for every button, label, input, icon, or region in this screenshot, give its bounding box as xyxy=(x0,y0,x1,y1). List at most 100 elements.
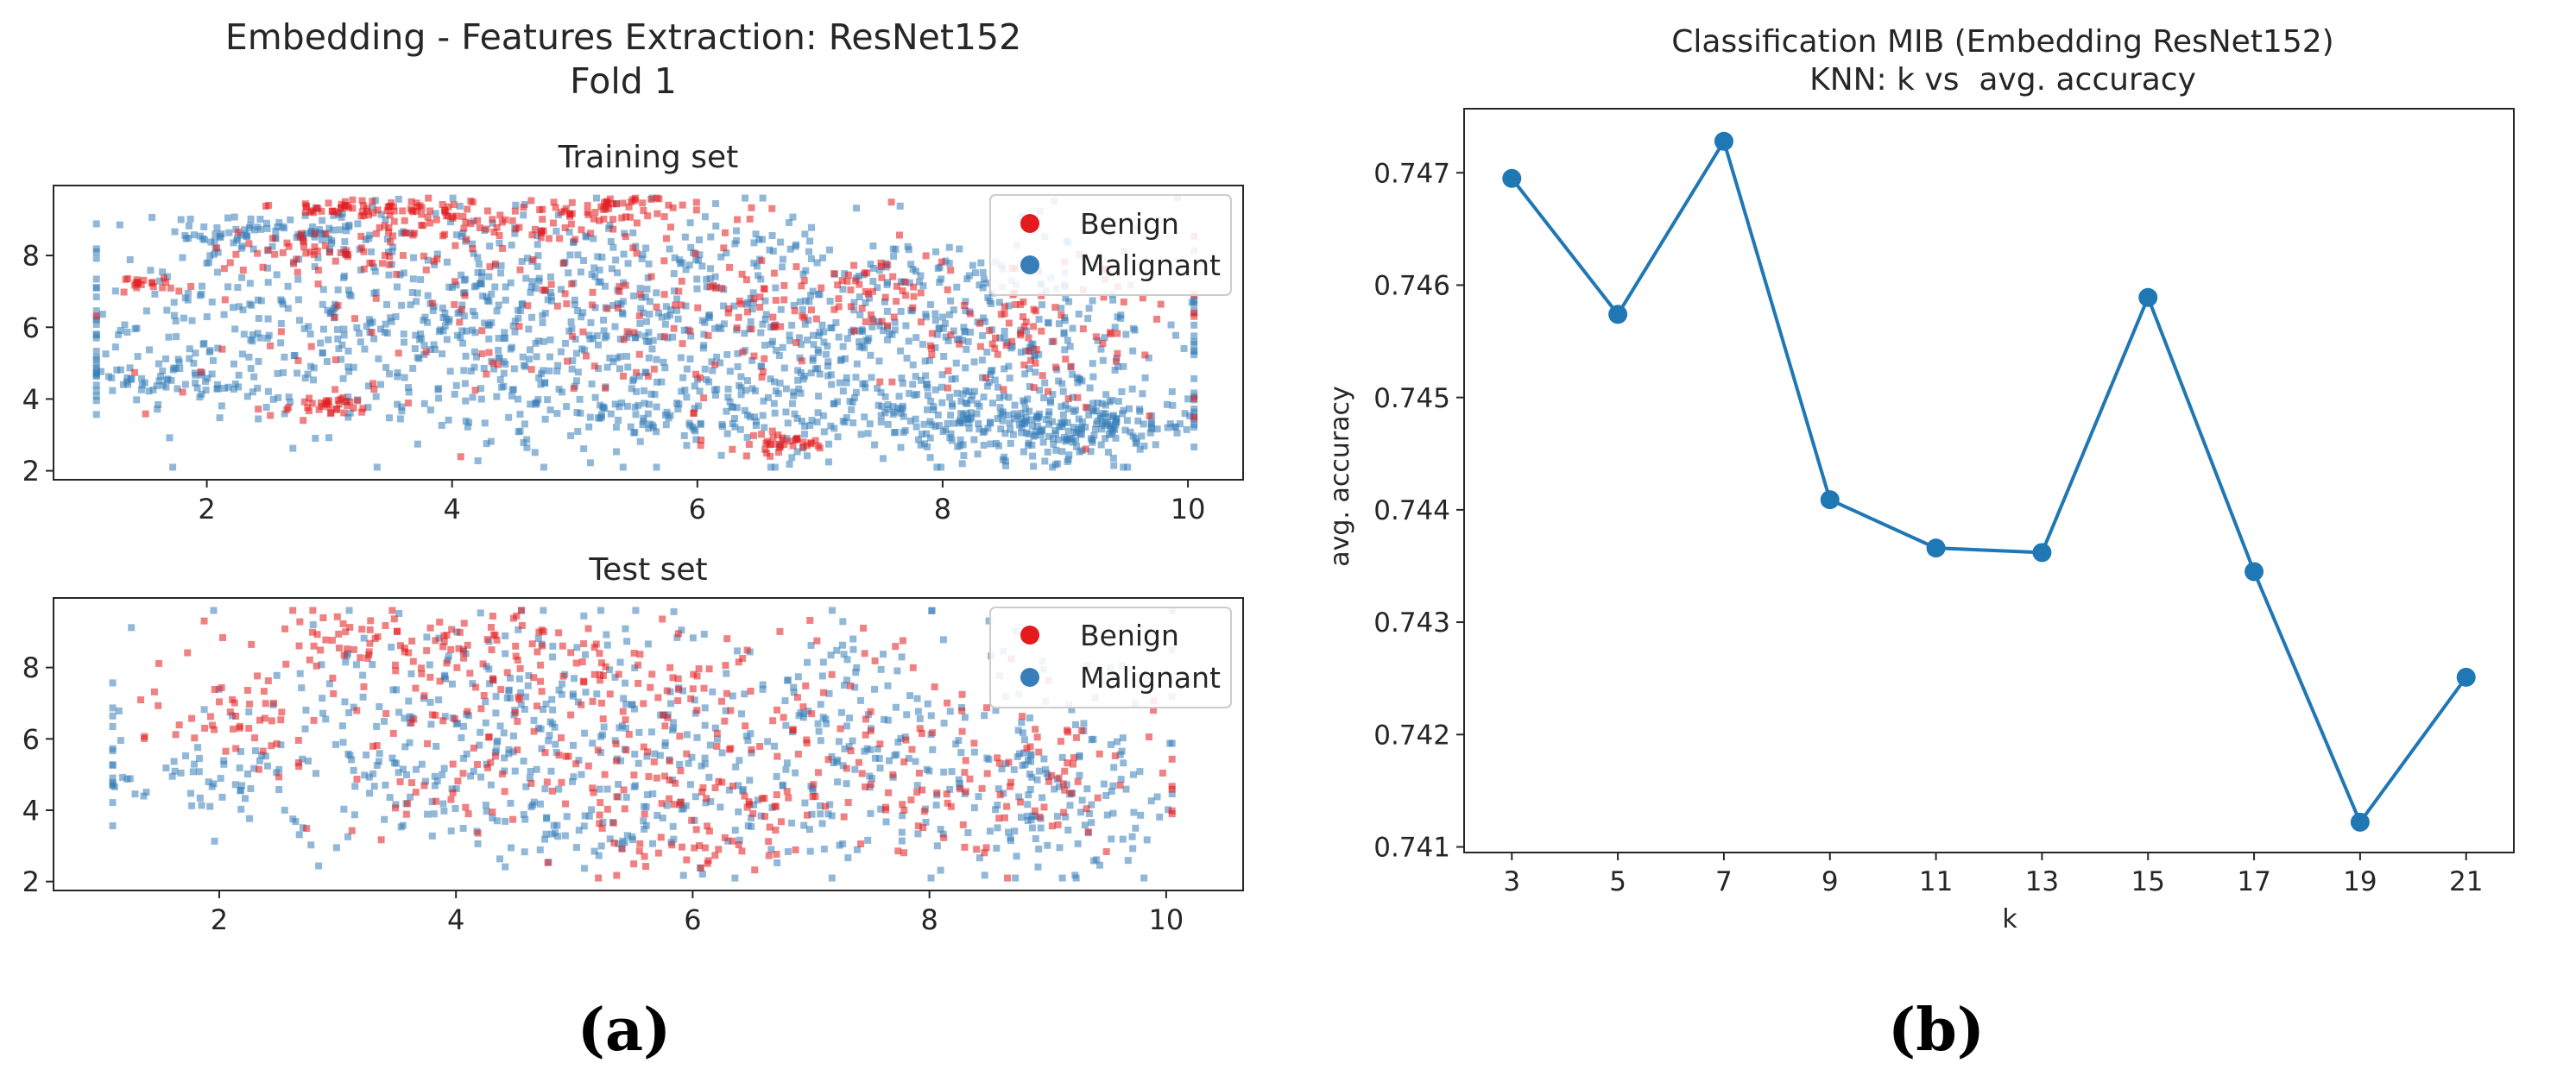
malignant-point xyxy=(724,393,732,401)
benign-point xyxy=(867,781,874,789)
malignant-point xyxy=(900,429,907,437)
malignant-point xyxy=(818,321,826,329)
malignant-point xyxy=(536,800,544,808)
malignant-point xyxy=(590,847,598,855)
malignant-point xyxy=(897,307,905,315)
malignant-point xyxy=(851,683,859,691)
malignant-point xyxy=(296,317,304,324)
benign-point xyxy=(334,301,342,309)
malignant-point xyxy=(157,373,165,381)
malignant-point xyxy=(338,213,345,221)
malignant-point xyxy=(794,673,802,681)
malignant-point xyxy=(619,837,627,845)
malignant-point xyxy=(893,404,901,412)
benign-point xyxy=(769,313,777,321)
benign-point xyxy=(894,847,902,855)
malignant-point xyxy=(586,413,594,421)
malignant-point xyxy=(597,733,605,740)
malignant-point xyxy=(843,374,850,381)
malignant-point xyxy=(206,802,214,810)
malignant-point xyxy=(1026,752,1034,759)
malignant-point xyxy=(741,690,748,698)
benign-point xyxy=(393,270,401,278)
malignant-point xyxy=(653,356,660,363)
malignant-point xyxy=(687,332,695,340)
malignant-point xyxy=(1190,301,1198,309)
benign-point xyxy=(496,232,503,240)
malignant-point xyxy=(287,399,294,406)
benign-point xyxy=(1079,325,1087,333)
malignant-point xyxy=(1020,736,1028,744)
malignant-point xyxy=(1044,318,1051,326)
malignant-point xyxy=(868,323,876,330)
malignant-point xyxy=(947,430,955,437)
malignant-point xyxy=(520,438,527,446)
malignant-point xyxy=(938,313,946,321)
malignant-point xyxy=(973,410,981,418)
malignant-point xyxy=(1024,801,1032,809)
benign-point xyxy=(462,803,470,811)
benign-point xyxy=(489,613,496,620)
malignant-point xyxy=(632,411,640,418)
malignant-point xyxy=(518,258,526,266)
malignant-point xyxy=(155,400,162,408)
benign-point xyxy=(721,229,729,236)
benign-point xyxy=(758,431,766,438)
malignant-point xyxy=(1128,833,1136,840)
malignant-point xyxy=(967,328,975,336)
benign-point xyxy=(454,777,462,785)
benign-point xyxy=(246,700,254,708)
benign-point xyxy=(349,205,357,212)
malignant-point xyxy=(810,341,818,349)
malignant-point xyxy=(389,243,397,251)
malignant-point xyxy=(1001,430,1009,437)
malignant-point xyxy=(732,227,740,235)
malignant-point xyxy=(1030,432,1038,440)
malignant-point xyxy=(92,284,100,292)
benign-point xyxy=(810,781,818,789)
benign-point xyxy=(1061,767,1069,775)
malignant-point xyxy=(1058,448,1066,456)
benign-point xyxy=(201,724,209,732)
benign-point xyxy=(471,387,479,394)
malignant-point xyxy=(179,254,186,261)
malignant-point xyxy=(574,251,582,259)
malignant-point xyxy=(1032,368,1039,376)
malignant-point xyxy=(547,293,555,300)
malignant-point xyxy=(319,325,327,333)
benign-point xyxy=(211,686,218,694)
benign-point xyxy=(630,650,638,658)
malignant-point xyxy=(458,301,466,309)
malignant-point xyxy=(623,352,631,360)
benign-point xyxy=(1064,728,1072,736)
benign-point xyxy=(688,816,696,824)
malignant-point xyxy=(395,769,402,777)
malignant-point xyxy=(128,375,136,383)
malignant-point xyxy=(1051,785,1058,793)
malignant-point xyxy=(507,345,515,353)
malignant-point xyxy=(251,746,259,754)
benign-point xyxy=(392,804,400,812)
malignant-point xyxy=(623,832,631,840)
benign-point xyxy=(640,700,647,708)
benign-point xyxy=(799,703,807,711)
benign-point xyxy=(401,645,408,652)
malignant-point xyxy=(1017,814,1025,821)
benign-point xyxy=(172,731,180,739)
malignant-point xyxy=(1190,332,1198,340)
malignant-point xyxy=(364,382,372,390)
malignant-point xyxy=(687,243,695,251)
malignant-point xyxy=(958,460,966,468)
malignant-point xyxy=(1049,435,1057,443)
malignant-point xyxy=(659,815,666,822)
benign-point xyxy=(1030,323,1038,330)
malignant-point xyxy=(849,635,857,643)
malignant-point xyxy=(299,755,306,763)
malignant-point xyxy=(496,239,503,247)
malignant-point xyxy=(490,365,498,373)
malignant-point xyxy=(1033,422,1041,430)
malignant-point xyxy=(1050,440,1058,448)
benign-point xyxy=(900,849,908,857)
malignant-point xyxy=(507,279,515,286)
benign-point xyxy=(773,752,781,760)
